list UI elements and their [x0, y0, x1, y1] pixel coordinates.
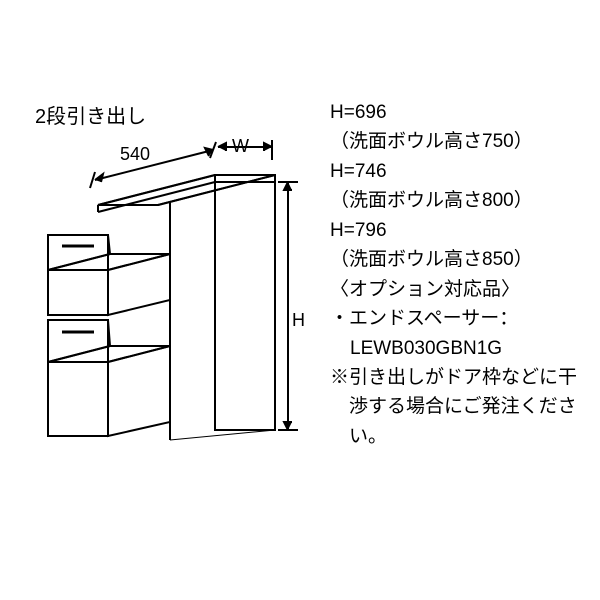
spec-h3: H=796 — [330, 216, 590, 245]
spec-note: ※引き出しがドア枠などに干渉する場合にご発注ください。 — [330, 363, 590, 451]
spec-option: 〈オプション対応品〉 — [330, 275, 590, 304]
cabinet-isometric-svg — [40, 140, 310, 460]
spec-model: LEWB030GBN1G — [330, 334, 590, 363]
dimension-height: H — [292, 310, 305, 331]
product-title: 2段引き出し — [35, 100, 146, 129]
dimension-depth: 540 — [120, 144, 150, 165]
cabinet-diagram: 540 W H — [40, 140, 310, 460]
spec-h3-note: （洗面ボウル高さ850） — [330, 245, 590, 274]
spec-h2-note: （洗面ボウル高さ800） — [330, 186, 590, 215]
spec-h2: H=746 — [330, 157, 590, 186]
spec-h1-note: （洗面ボウル高さ750） — [330, 127, 590, 156]
spec-text-block: H=696 （洗面ボウル高さ750） H=746 （洗面ボウル高さ800） H=… — [330, 98, 590, 451]
spec-bullet: ・エンドスペーサー： — [330, 304, 590, 333]
dimension-width: W — [232, 136, 249, 157]
spec-h1: H=696 — [330, 98, 590, 127]
